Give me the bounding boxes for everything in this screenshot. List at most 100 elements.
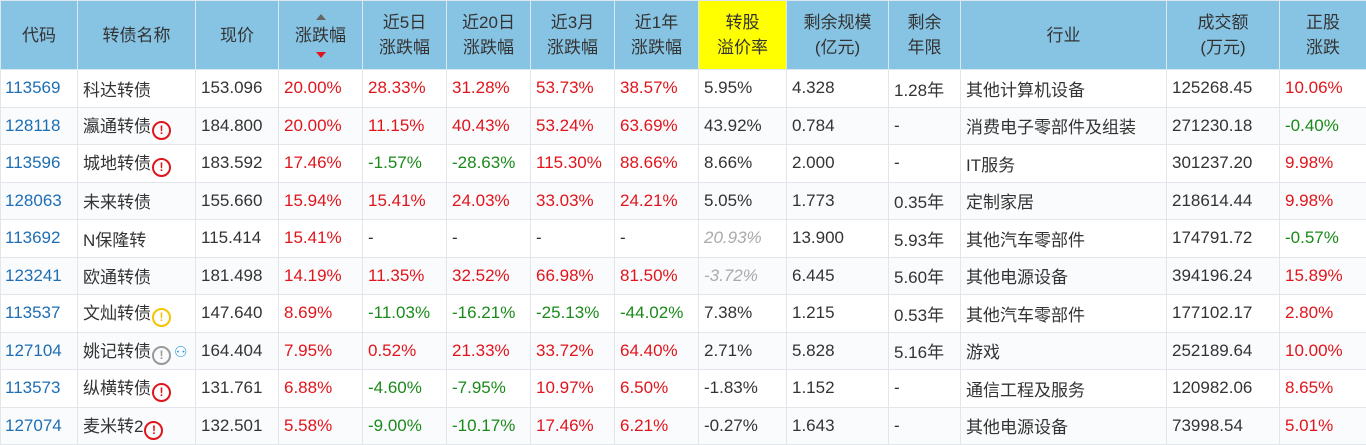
cell-amount: 301237.20 xyxy=(1167,145,1280,183)
name-value: 未来转债 xyxy=(83,193,151,212)
industry-value: 通信工程及服务 xyxy=(966,381,1085,400)
column-header[interactable]: 剩余规模 (亿元) xyxy=(787,1,889,70)
column-header[interactable]: 近1年 涨跌幅 xyxy=(615,1,699,70)
column-header[interactable]: 近3月 涨跌幅 xyxy=(531,1,615,70)
red-alert-icon[interactable]: ! xyxy=(152,383,171,402)
cell-chg: 20.00% xyxy=(279,107,363,145)
m3-value: -25.13% xyxy=(536,303,599,322)
column-header[interactable]: 成交额 (万元) xyxy=(1167,1,1280,70)
column-header[interactable]: 近5日 涨跌幅 xyxy=(363,1,447,70)
cell-scale: 1.215 xyxy=(787,295,889,333)
cell-name[interactable]: 城地转债! xyxy=(78,145,196,183)
column-header[interactable]: 代码 xyxy=(1,1,78,70)
column-header-label: 近3月 涨跌幅 xyxy=(547,13,598,57)
cell-d20: -16.21% xyxy=(447,295,531,333)
d5-value: 28.33% xyxy=(368,78,426,97)
column-header-label: 转股 溢价率 xyxy=(717,13,768,57)
cell-y1: - xyxy=(615,220,699,258)
yellow-alert-icon[interactable]: ! xyxy=(152,308,171,327)
amount-value: 177102.17 xyxy=(1172,303,1252,322)
cell-chg: 8.69% xyxy=(279,295,363,333)
cell-chg: 5.58% xyxy=(279,407,363,445)
cell-name[interactable]: 科达转债 xyxy=(78,70,196,108)
price-value: 153.096 xyxy=(201,78,262,97)
cell-code[interactable]: 127104 xyxy=(1,332,78,370)
cell-name[interactable]: 未来转债 xyxy=(78,182,196,220)
m3-value: - xyxy=(536,228,542,247)
cell-name[interactable]: 欧通转债 xyxy=(78,257,196,295)
cell-amount: 174791.72 xyxy=(1167,220,1280,258)
cell-d20: 31.28% xyxy=(447,70,531,108)
cell-name[interactable]: 瀛通转债! xyxy=(78,107,196,145)
price-value: 115.414 xyxy=(201,228,261,247)
column-header[interactable]: 转股 溢价率 xyxy=(699,1,787,70)
cell-code[interactable]: 113692 xyxy=(1,220,78,258)
column-header[interactable]: 转债名称 xyxy=(78,1,196,70)
cell-code[interactable]: 123241 xyxy=(1,257,78,295)
industry-value: 其他汽车零部件 xyxy=(966,231,1085,250)
stock-value: 9.98% xyxy=(1285,153,1333,172)
column-header-label: 近5日 涨跌幅 xyxy=(379,13,430,57)
cell-code[interactable]: 113573 xyxy=(1,370,78,408)
column-header[interactable]: 剩余 年限 xyxy=(889,1,961,70)
cell-code[interactable]: 128063 xyxy=(1,182,78,220)
code-value: 113692 xyxy=(5,228,60,247)
stock-value: -0.40% xyxy=(1285,116,1339,135)
gray-alert-icon[interactable]: ! xyxy=(152,346,171,365)
cell-code[interactable]: 113596 xyxy=(1,145,78,183)
premium-value: 20.93% xyxy=(704,228,762,247)
sort-up-icon[interactable] xyxy=(316,14,326,20)
column-header[interactable]: 涨跌幅 xyxy=(279,1,363,70)
cell-y1: 24.21% xyxy=(615,182,699,220)
cell-name[interactable]: 文灿转债! xyxy=(78,295,196,333)
cell-code[interactable]: 128118 xyxy=(1,107,78,145)
column-header[interactable]: 近20日 涨跌幅 xyxy=(447,1,531,70)
cell-amount: 252189.64 xyxy=(1167,332,1280,370)
chg-value: 7.95% xyxy=(284,341,332,360)
cell-price: 184.800 xyxy=(196,107,279,145)
price-value: 164.404 xyxy=(201,341,262,360)
red-alert-icon[interactable]: ! xyxy=(152,121,171,140)
cell-code[interactable]: 127074 xyxy=(1,407,78,445)
red-alert-icon[interactable]: ! xyxy=(152,158,171,177)
price-value: 183.592 xyxy=(201,153,262,172)
cell-years: - xyxy=(889,370,961,408)
stock-value: 15.89% xyxy=(1285,266,1343,285)
cell-years: 5.93年 xyxy=(889,220,961,258)
column-header[interactable]: 正股 涨跌 xyxy=(1280,1,1366,70)
industry-value: 游戏 xyxy=(966,343,1000,362)
cell-code[interactable]: 113537 xyxy=(1,295,78,333)
stock-value: 9.98% xyxy=(1285,191,1333,210)
scale-value: 0.784 xyxy=(792,116,835,135)
cell-m3: 10.97% xyxy=(531,370,615,408)
cell-name[interactable]: 姚记转债!⚇ xyxy=(78,332,196,370)
cell-code[interactable]: 113569 xyxy=(1,70,78,108)
cell-name[interactable]: 纵横转债! xyxy=(78,370,196,408)
price-value: 184.800 xyxy=(201,116,262,135)
column-header[interactable]: 行业 xyxy=(961,1,1167,70)
d5-value: -11.03% xyxy=(368,303,430,322)
cell-premium: 7.38% xyxy=(699,295,787,333)
name-value: N保隆转 xyxy=(83,231,146,250)
person-icon[interactable]: ⚇ xyxy=(174,343,187,361)
red-alert-icon[interactable]: ! xyxy=(144,421,163,440)
cell-name[interactable]: N保隆转 xyxy=(78,220,196,258)
column-header[interactable]: 现价 xyxy=(196,1,279,70)
stock-value: 10.00% xyxy=(1285,341,1343,360)
name-value: 纵横转债 xyxy=(83,379,151,398)
sort-down-icon[interactable] xyxy=(316,52,326,58)
cell-name[interactable]: 麦米转2! xyxy=(78,407,196,445)
y1-value: - xyxy=(620,228,626,247)
column-header-label: 代码 xyxy=(22,26,56,45)
